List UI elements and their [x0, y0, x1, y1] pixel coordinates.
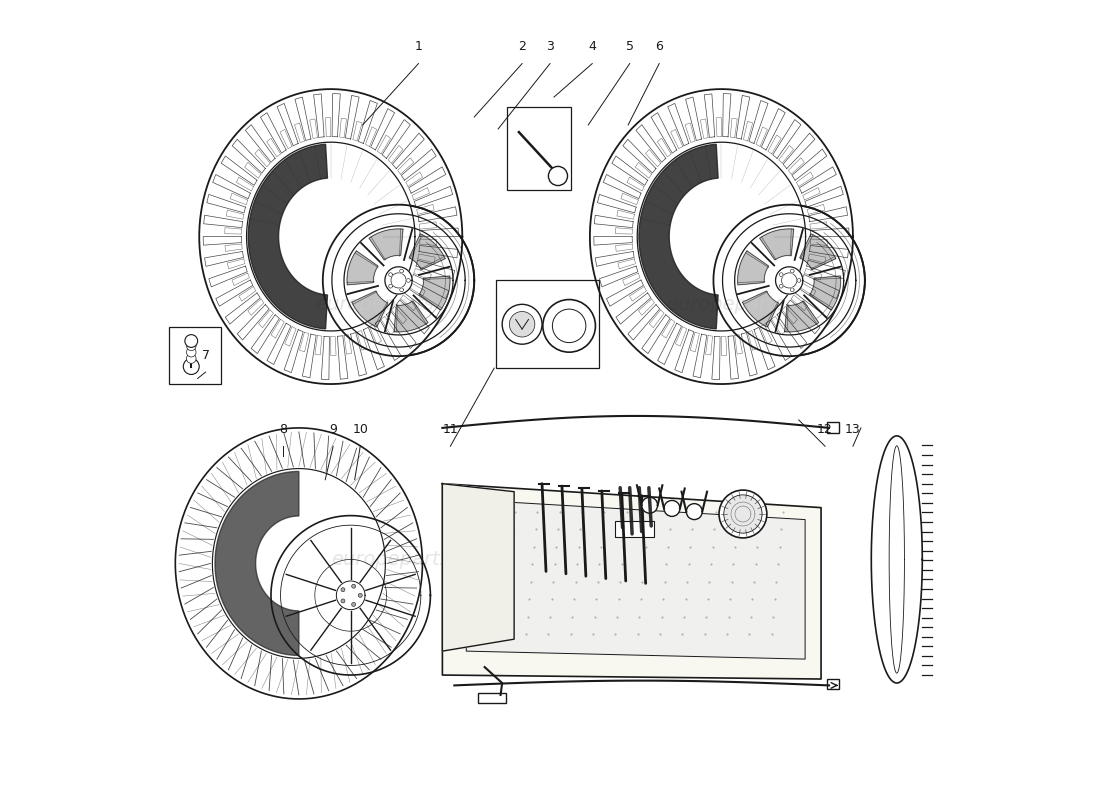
Polygon shape [419, 276, 450, 310]
Text: 6: 6 [656, 40, 663, 54]
Bar [827, 422, 838, 434]
Circle shape [724, 495, 762, 533]
Circle shape [779, 273, 783, 277]
Circle shape [798, 278, 801, 282]
Text: 4: 4 [588, 40, 596, 54]
Text: 11: 11 [442, 423, 459, 436]
Circle shape [185, 334, 198, 347]
Polygon shape [249, 144, 328, 329]
Polygon shape [760, 229, 794, 260]
Text: 13: 13 [845, 423, 861, 436]
Circle shape [359, 594, 362, 598]
Circle shape [719, 490, 767, 538]
Circle shape [388, 273, 393, 277]
Polygon shape [784, 301, 818, 332]
Circle shape [549, 166, 568, 186]
Circle shape [779, 284, 783, 288]
Text: 1: 1 [415, 40, 422, 54]
Bar [615, 521, 653, 537]
Bar [169, 326, 221, 384]
Bar [507, 106, 571, 190]
Circle shape [385, 266, 412, 294]
Polygon shape [368, 229, 403, 260]
Circle shape [552, 309, 586, 342]
Polygon shape [442, 484, 821, 679]
Polygon shape [738, 251, 769, 285]
Text: 5: 5 [626, 40, 634, 54]
Circle shape [641, 498, 658, 514]
Circle shape [407, 278, 410, 282]
Bar [827, 679, 838, 689]
Polygon shape [352, 291, 388, 327]
Circle shape [341, 588, 345, 592]
Circle shape [341, 599, 345, 603]
Circle shape [399, 269, 404, 273]
Text: europeparts: europeparts [316, 295, 434, 314]
Circle shape [187, 354, 196, 363]
Circle shape [184, 358, 199, 374]
Bar [478, 694, 506, 703]
Polygon shape [409, 234, 446, 270]
Polygon shape [742, 291, 779, 327]
Circle shape [187, 341, 196, 350]
Polygon shape [442, 484, 514, 651]
Circle shape [187, 347, 196, 357]
Polygon shape [466, 500, 805, 659]
Circle shape [337, 581, 365, 610]
Circle shape [664, 501, 680, 516]
Text: europeparts: europeparts [331, 550, 450, 569]
Bar [496, 281, 600, 368]
Polygon shape [346, 251, 378, 285]
Circle shape [686, 504, 702, 519]
Text: 7: 7 [201, 349, 210, 362]
Text: 8: 8 [279, 423, 287, 436]
Text: 12: 12 [817, 423, 833, 436]
Circle shape [352, 584, 355, 588]
Polygon shape [214, 471, 299, 655]
Circle shape [776, 266, 803, 294]
Circle shape [790, 269, 794, 273]
Polygon shape [800, 234, 836, 270]
Text: 10: 10 [352, 423, 368, 436]
Circle shape [503, 304, 542, 344]
Circle shape [388, 284, 393, 288]
Polygon shape [394, 301, 428, 332]
Circle shape [542, 299, 595, 352]
Circle shape [352, 602, 355, 606]
Circle shape [399, 288, 404, 292]
Text: europeparts: europeparts [666, 295, 784, 314]
Text: europeparts: europeparts [650, 550, 769, 569]
Polygon shape [639, 144, 718, 329]
Text: 9: 9 [329, 423, 337, 436]
Polygon shape [810, 276, 840, 310]
Circle shape [790, 288, 794, 292]
Text: 2: 2 [518, 40, 526, 54]
Text: 3: 3 [546, 40, 554, 54]
Circle shape [509, 311, 535, 337]
